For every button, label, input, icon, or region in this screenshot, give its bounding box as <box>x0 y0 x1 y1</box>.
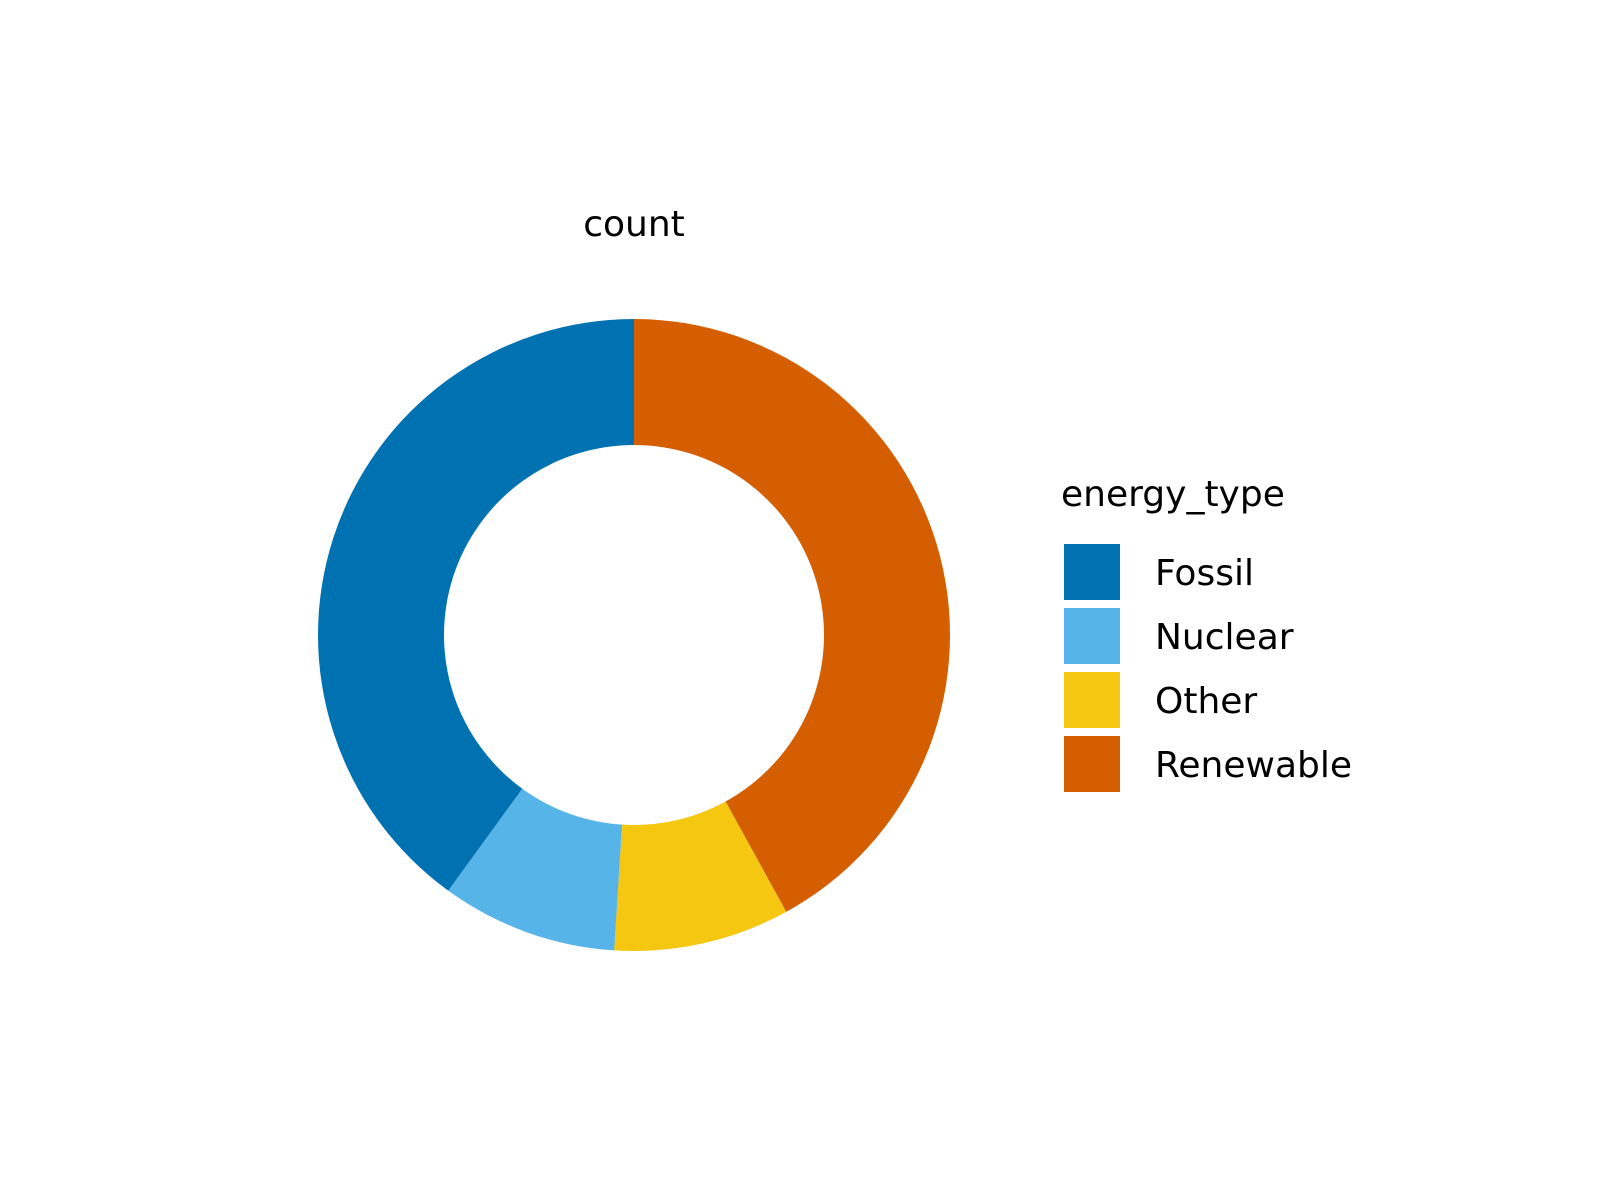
legend-key-nuclear <box>1064 608 1120 664</box>
slice-renewable <box>634 319 950 912</box>
slice-other <box>614 801 787 951</box>
slice-nuclear <box>448 788 623 951</box>
legend-title: energy_type <box>1061 474 1285 515</box>
legend-key-other <box>1064 672 1120 728</box>
donut-slices <box>318 319 950 951</box>
chart-title: count <box>583 204 685 245</box>
legend-key-renewable <box>1064 736 1120 792</box>
legend-items: Fossil Nuclear Other Renewable <box>1064 544 1352 792</box>
legend: energy_type Fossil Nuclear Other Renewable <box>1061 474 1352 792</box>
legend-label-other: Other <box>1155 681 1257 722</box>
legend-key-fossil <box>1064 544 1120 600</box>
legend-label-nuclear: Nuclear <box>1155 617 1294 658</box>
legend-label-fossil: Fossil <box>1155 553 1254 594</box>
slice-fossil <box>318 319 634 891</box>
legend-label-renewable: Renewable <box>1155 745 1352 786</box>
